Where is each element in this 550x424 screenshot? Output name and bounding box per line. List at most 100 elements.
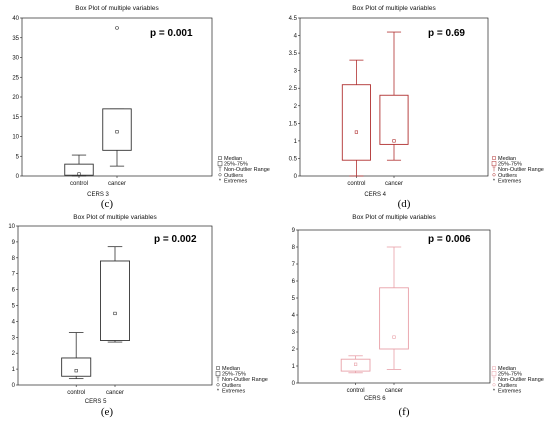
y-tick-label: 1 xyxy=(292,364,296,370)
y-tick-label: 3 xyxy=(294,69,298,75)
y-tick-label: 4 xyxy=(292,313,296,319)
y-tick-label: 30 xyxy=(12,56,19,62)
y-tick-label: 2.5 xyxy=(289,86,298,92)
y-tick-label: 4.5 xyxy=(289,16,298,22)
legend-median-symbol xyxy=(216,366,220,370)
legend-label: Median xyxy=(498,156,516,162)
y-tick-label: 1 xyxy=(294,139,298,145)
y-tick-label: 7 xyxy=(12,272,16,278)
y-tick-label: 20 xyxy=(12,95,19,101)
y-tick-label: 6 xyxy=(292,279,296,285)
median-marker xyxy=(392,139,396,143)
box-iqr xyxy=(61,357,92,377)
panel-caption: (c) xyxy=(101,198,114,210)
legend-label: 25%-75% xyxy=(222,372,246,378)
p-value-label: p = 0.002 xyxy=(154,234,197,245)
p-value-label: p = 0.001 xyxy=(150,28,193,39)
box-cancer xyxy=(99,246,130,343)
y-tick-label: 3 xyxy=(12,335,16,341)
legend-label: 25%-75% xyxy=(224,162,248,168)
y-tick-label: 10 xyxy=(8,224,15,230)
legend-median-symbol xyxy=(492,366,496,370)
box-iqr xyxy=(379,287,409,350)
y-tick-label: 0 xyxy=(292,381,296,387)
box-control xyxy=(61,332,92,380)
legend-box-symbol xyxy=(491,161,497,167)
legend-label: Median xyxy=(224,156,242,162)
median-marker xyxy=(392,335,396,339)
box-cancer xyxy=(379,246,409,370)
x-tick-label: cancer xyxy=(106,390,124,396)
panel-caption: (e) xyxy=(101,406,114,418)
legend-median-symbol xyxy=(492,156,496,160)
legend-label: Extremes xyxy=(498,178,521,184)
box-iqr xyxy=(379,94,409,145)
y-tick-label: 5 xyxy=(292,296,296,302)
y-tick-label: 15 xyxy=(12,115,19,121)
chart-panel-4: Box Plot of multiple variables 0 1 2 3 4 5 6 7 8 9… xyxy=(292,214,544,418)
y-tick-label: 40 xyxy=(12,16,19,22)
x-tick-label: control xyxy=(70,181,88,187)
legend-label: Non-Outlier Range xyxy=(222,377,268,383)
box-iqr xyxy=(99,260,130,341)
x-tick-label: cancer xyxy=(385,181,403,187)
legend-label: 25%-75% xyxy=(498,372,522,378)
y-tick-label: 3 xyxy=(292,330,296,336)
legend-outlier-symbol xyxy=(492,173,496,177)
chart-title: Box Plot of multiple variables xyxy=(73,214,157,221)
y-tick-label: 5 xyxy=(12,304,16,310)
y-tick-label: 4 xyxy=(294,34,298,40)
legend-label: Extremes xyxy=(224,178,247,184)
y-tick-label: 2 xyxy=(294,104,298,110)
legend-outlier-symbol xyxy=(218,173,222,177)
chart-title: Box Plot of multiple variables xyxy=(352,5,436,12)
y-tick-label: 25 xyxy=(12,75,19,81)
y-tick-label: 5 xyxy=(16,154,20,160)
x-axis-label: CERS 5 xyxy=(85,399,107,405)
median-marker xyxy=(74,369,78,373)
legend-label: Outliers xyxy=(498,383,517,389)
y-tick-label: 2 xyxy=(292,347,296,353)
outlier-point xyxy=(115,26,119,30)
x-tick-label: control xyxy=(347,181,365,187)
y-tick-label: 0 xyxy=(12,383,16,389)
y-tick-label: 35 xyxy=(12,36,19,42)
x-axis-label: CERS 4 xyxy=(364,192,386,198)
panel-caption: (f) xyxy=(399,406,410,418)
chart-title: Box Plot of multiple variables xyxy=(75,5,159,12)
p-value-label: p = 0.69 xyxy=(428,28,465,39)
chart-title: Box Plot of multiple variables xyxy=(352,214,436,221)
y-tick-label: 8 xyxy=(292,245,296,251)
box-cancer xyxy=(379,31,409,161)
box-control xyxy=(340,355,371,374)
box-control xyxy=(64,154,94,177)
y-tick-label: 9 xyxy=(292,228,296,234)
median-marker xyxy=(354,130,359,134)
legend-label: Non-Outlier Range xyxy=(498,377,544,383)
legend-label: 25%-75% xyxy=(498,162,522,168)
chart-panel-1: Box Plot of multiple variables 0 5 10 15 20 25… xyxy=(12,5,270,210)
y-tick-label: 1.5 xyxy=(289,121,298,127)
x-tick-label: control xyxy=(347,388,365,394)
box-iqr xyxy=(340,358,371,372)
chart-panel-3: Box Plot of multiple variables 0 1 2 3 4 5 6 7 8 9… xyxy=(8,214,268,418)
y-tick-label: 7 xyxy=(292,262,296,268)
legend-label: Outliers xyxy=(224,173,243,179)
median-marker xyxy=(113,311,117,316)
chart-panel-2: Box Plot of multiple variables 0 0.5 1 1.5 2 2… xyxy=(289,5,544,210)
box-iqr xyxy=(64,163,94,176)
y-tick-label: 8 xyxy=(12,256,16,262)
x-tick-label: cancer xyxy=(108,181,126,187)
legend-box-symbol xyxy=(215,371,221,377)
box-cancer xyxy=(102,26,132,167)
y-tick-label: 2 xyxy=(12,351,16,357)
legend-label: Non-Outlier Range xyxy=(224,167,270,173)
legend-label: Median xyxy=(498,366,516,372)
legend-outlier-symbol xyxy=(492,383,496,387)
legend-extreme-symbol: * xyxy=(217,388,220,394)
y-tick-label: 3.5 xyxy=(289,51,298,57)
